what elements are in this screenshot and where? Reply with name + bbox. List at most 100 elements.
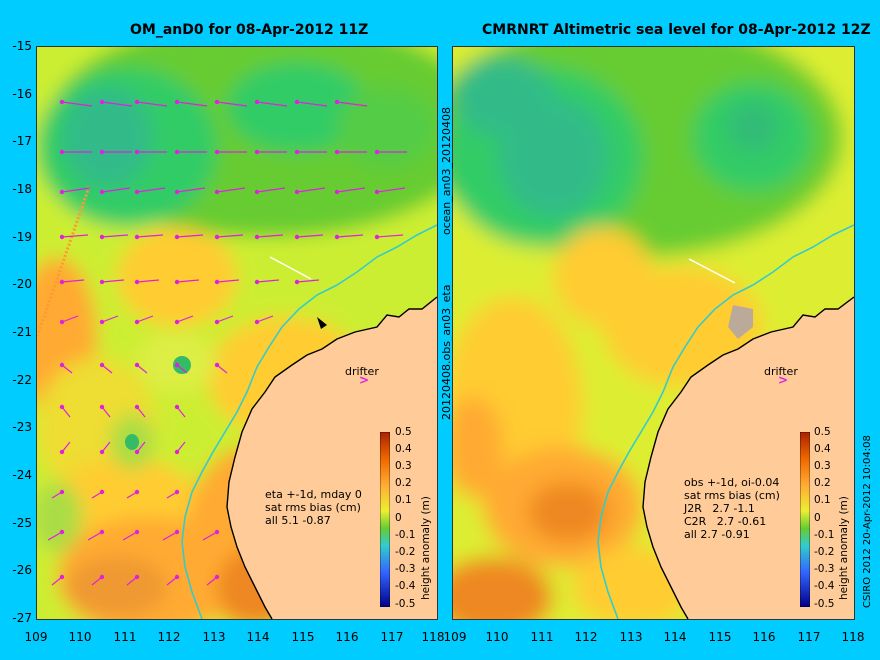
current-vector-head <box>59 489 65 495</box>
current-vector-head <box>174 149 180 155</box>
colorbar-tick: 0.2 <box>814 477 831 489</box>
current-vector-head <box>254 234 260 240</box>
colorbar-tick: -0.1 <box>814 529 835 541</box>
current-vector-head <box>254 99 260 105</box>
drifter-arrow-icon: > <box>359 373 370 387</box>
current-vector-head <box>59 362 65 368</box>
colorbar-tick: 0.4 <box>814 443 831 455</box>
x-tick-label: 117 <box>380 630 404 644</box>
current-vector-head <box>254 319 260 325</box>
y-tick-label: -26 <box>12 563 32 577</box>
current-vector <box>256 234 284 238</box>
isobath-line <box>181 224 437 619</box>
current-vector-head <box>174 574 180 580</box>
current-vector <box>256 101 288 107</box>
current-vector-head <box>59 279 65 285</box>
current-vector-head <box>334 149 340 155</box>
coastline <box>642 296 854 619</box>
current-vector <box>136 234 164 238</box>
current-vector-head <box>374 189 380 195</box>
y-tick-label: -20 <box>12 277 32 291</box>
current-vector-head <box>374 234 380 240</box>
current-vector <box>61 315 79 323</box>
x-tick-label: 109 <box>24 630 48 644</box>
current-vector-head <box>334 189 340 195</box>
current-vector <box>296 187 326 193</box>
x-tick-label: 109 <box>443 630 467 644</box>
current-vector <box>101 101 133 107</box>
current-vector-head <box>294 189 300 195</box>
current-vector-head <box>214 99 220 105</box>
coastal-shelf <box>728 305 753 339</box>
current-vector <box>101 234 129 238</box>
x-tick-label: 111 <box>530 630 554 644</box>
current-vector-head <box>59 529 65 535</box>
current-vector-head <box>134 574 140 580</box>
colorbar-tick: 0.1 <box>814 494 831 506</box>
current-vector-head <box>134 449 140 455</box>
colorbar-tick: 0.3 <box>814 460 831 472</box>
current-vector-head <box>134 279 140 285</box>
x-tick-label: 110 <box>68 630 92 644</box>
y-tick-label: -23 <box>12 420 32 434</box>
colorbar-tick: -0.5 <box>814 598 835 610</box>
current-vector <box>101 315 119 323</box>
colorbar-tick: 0 <box>814 512 821 524</box>
current-vector-head <box>174 189 180 195</box>
colorbar-gradient <box>800 432 810 607</box>
anomaly-low-spot <box>125 434 139 450</box>
current-vector-head <box>174 319 180 325</box>
colorbar-tick: 0.5 <box>395 426 412 438</box>
current-vector <box>176 234 204 238</box>
current-vector <box>61 279 85 283</box>
colorbar-tick: -0.3 <box>395 563 416 575</box>
current-vector-head <box>214 279 220 285</box>
isobath-line <box>597 224 854 619</box>
current-vector <box>216 279 240 283</box>
x-tick-label: 112 <box>157 630 181 644</box>
x-tick-label: 112 <box>574 630 598 644</box>
x-tick-label: 113 <box>619 630 643 644</box>
stat-line: C2R 2.7 -0.61 <box>684 515 767 528</box>
anomaly-low-spot <box>173 356 191 374</box>
x-tick-label: 111 <box>113 630 137 644</box>
colorbar-tick: -0.4 <box>814 580 835 592</box>
y-tick-label: -24 <box>12 468 32 482</box>
right-side-label: ocean_an03_20120408 <box>440 107 453 235</box>
current-vector-head <box>214 529 220 535</box>
current-vector <box>216 234 244 238</box>
current-vector <box>162 531 178 541</box>
current-vector <box>176 187 206 193</box>
y-tick-label: -15 <box>12 39 32 53</box>
current-vector-head <box>99 404 105 410</box>
current-vector-head <box>214 234 220 240</box>
current-vector-head <box>99 319 105 325</box>
y-tick-label: -16 <box>12 87 32 101</box>
current-vector <box>101 279 125 283</box>
current-vector-head <box>254 189 260 195</box>
current-vector-head <box>214 149 220 155</box>
current-vector-head <box>174 449 180 455</box>
current-vector-head <box>99 279 105 285</box>
left-map-title: OM_anD0 for 08-Apr-2012 11Z <box>130 22 369 38</box>
current-vector <box>336 101 368 107</box>
current-vector <box>216 187 246 193</box>
colorbar-title: height anomaly (m) <box>838 496 850 600</box>
colorbar-tick: -0.2 <box>814 546 835 558</box>
y-tick-label: -27 <box>12 611 32 625</box>
current-vector-head <box>214 319 220 325</box>
current-vector-head <box>59 99 65 105</box>
current-vector <box>336 187 366 193</box>
current-vector-head <box>214 189 220 195</box>
colorbar-gradient <box>380 432 390 607</box>
y-tick-label: -25 <box>12 516 32 530</box>
current-vector <box>47 531 63 541</box>
x-tick-label: 110 <box>485 630 509 644</box>
current-vector-head <box>214 574 220 580</box>
current-vector-head <box>334 99 340 105</box>
current-vector-head <box>59 404 65 410</box>
current-vectors <box>47 99 407 586</box>
current-vector <box>61 101 93 107</box>
current-vector <box>216 101 248 107</box>
current-vector-head <box>59 319 65 325</box>
